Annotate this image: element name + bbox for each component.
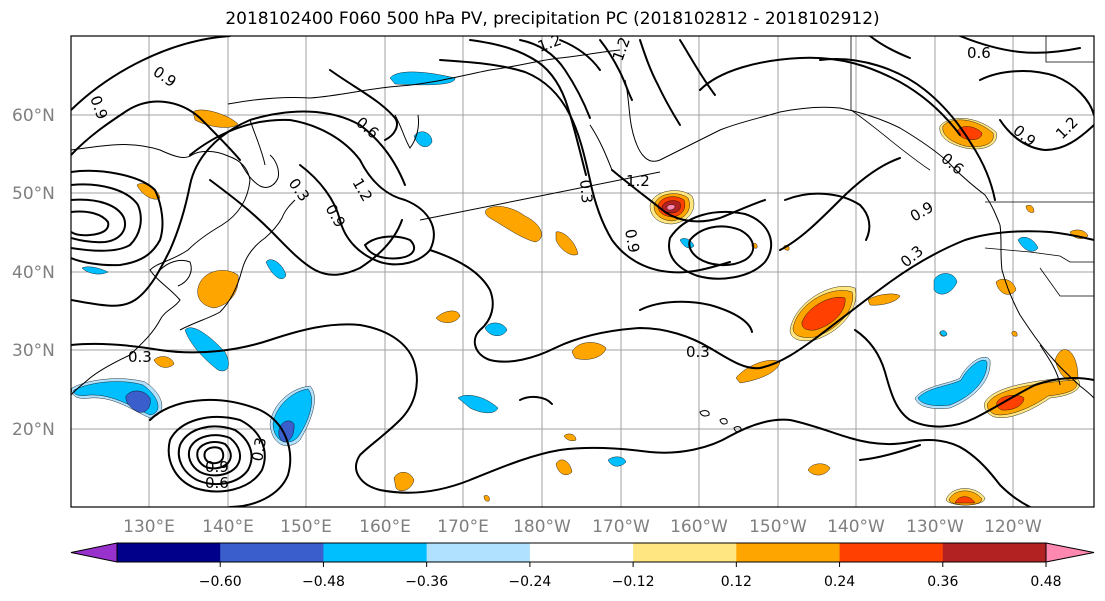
lat-label: 30°N bbox=[12, 341, 55, 361]
lon-label: 130°W bbox=[906, 517, 964, 537]
colorbar-swatch bbox=[736, 543, 841, 562]
colorbar-tick-label: −0.24 bbox=[508, 574, 551, 590]
contour-label: 0.9 bbox=[621, 228, 643, 255]
map-panel: 0.9 0.9 0.6 1.2 0.3 0.9 0.3 1.2 1.2 1.2 … bbox=[71, 36, 1094, 507]
precip-shading bbox=[71, 71, 1089, 506]
colorbar-tick-label: −0.36 bbox=[405, 574, 448, 590]
colorbar-swatch bbox=[942, 543, 1047, 562]
colorbar-tick-label: 0.24 bbox=[824, 574, 855, 590]
map-frame bbox=[70, 35, 1095, 508]
lat-label: 50°N bbox=[12, 184, 55, 204]
lon-label: 170°W bbox=[592, 517, 650, 537]
colorbar-swatch bbox=[529, 543, 634, 562]
colorbar-tick-label: 0.12 bbox=[721, 574, 752, 590]
latitude-labels: 60°N 50°N 40°N 30°N 20°N bbox=[12, 106, 55, 440]
lon-label: 180°W bbox=[513, 517, 571, 537]
lon-label: 150°E bbox=[280, 517, 332, 537]
pv-contours bbox=[71, 36, 1094, 507]
colorbar-swatch bbox=[426, 543, 531, 562]
colorbar-extension-high bbox=[1046, 543, 1094, 562]
map-title: 2018102400 F060 500 hPa PV, precipitatio… bbox=[225, 9, 880, 29]
contour-label: 0.9 bbox=[205, 458, 229, 476]
colorbar-tick-label: 0.36 bbox=[927, 574, 958, 590]
lon-label: 160°E bbox=[359, 517, 411, 537]
lon-label: 130°E bbox=[123, 517, 175, 537]
lat-label: 40°N bbox=[12, 263, 55, 283]
coastlines bbox=[71, 49, 1094, 433]
lat-label: 60°N bbox=[12, 106, 55, 126]
contour-label: 0.3 bbox=[576, 179, 596, 204]
colorbar-swatch bbox=[220, 543, 324, 562]
lon-label: 120°W bbox=[984, 517, 1042, 537]
lon-label: 160°W bbox=[670, 517, 728, 537]
lon-label: 140°W bbox=[827, 517, 885, 537]
contour-label: 0.6 bbox=[205, 474, 229, 492]
colorbar: −0.60 −0.48 −0.36 −0.24 −0.12 0.12 0.24 0.36 0.4… bbox=[70, 542, 1095, 590]
lon-label: 140°E bbox=[202, 517, 254, 537]
contour-label: 0.3 bbox=[686, 343, 710, 361]
lon-label: 150°W bbox=[749, 517, 807, 537]
colorbar-swatch bbox=[323, 543, 428, 562]
colorbar-tick-label: −0.12 bbox=[612, 574, 655, 590]
contour-label: 0.3 bbox=[248, 436, 270, 463]
contour-label: 1.2 bbox=[626, 172, 650, 190]
borders bbox=[850, 36, 1094, 297]
colorbar-tick-label: −0.48 bbox=[302, 574, 345, 590]
contour-label: 0.3 bbox=[128, 348, 152, 366]
longitude-labels: 130°E 140°E 150°E 160°E 170°E 180°W 170°… bbox=[123, 517, 1042, 537]
colorbar-swatch bbox=[839, 543, 944, 562]
lon-label: 170°E bbox=[437, 517, 489, 537]
lat-label: 20°N bbox=[12, 420, 55, 440]
colorbar-tick-label: 0.48 bbox=[1030, 574, 1061, 590]
colorbar-tick-label: −0.60 bbox=[199, 574, 242, 590]
colorbar-swatch bbox=[633, 543, 737, 562]
colorbar-extension-low bbox=[71, 543, 117, 562]
colorbar-swatch bbox=[117, 543, 221, 562]
contour-label: 0.6 bbox=[967, 44, 991, 62]
